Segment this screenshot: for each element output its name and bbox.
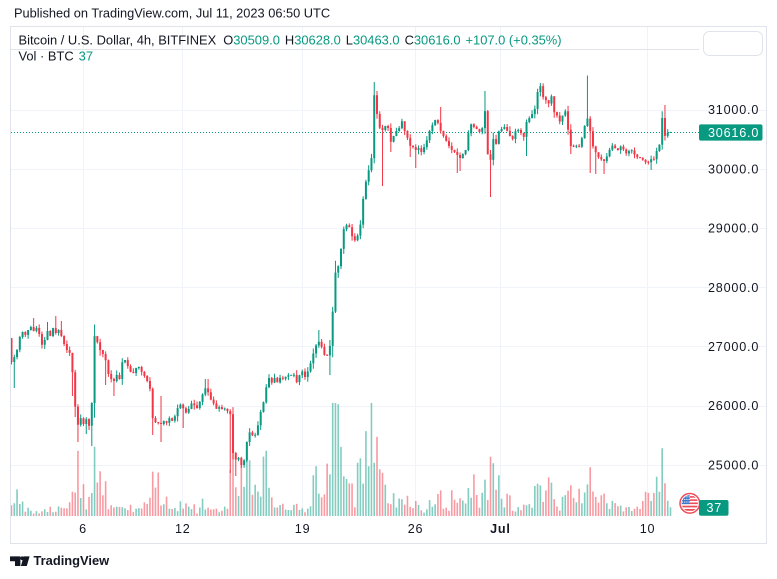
svg-text:30000.0: 30000.0 — [708, 162, 759, 176]
svg-text:26000.0: 26000.0 — [708, 399, 759, 413]
svg-text:19: 19 — [295, 522, 311, 536]
svg-text:10: 10 — [640, 522, 656, 536]
svg-text:37: 37 — [707, 501, 723, 515]
svg-text:25000.0: 25000.0 — [708, 458, 759, 472]
svg-text:Bitcoin / U.S. Dollar, 4h, BIT: Bitcoin / U.S. Dollar, 4h, BITFINEX O3050… — [19, 33, 562, 48]
svg-text:Jul: Jul — [490, 522, 511, 536]
svg-text:30616.0: 30616.0 — [708, 126, 759, 140]
svg-text:TradingView: TradingView — [34, 553, 111, 568]
svg-text:31000.0: 31000.0 — [708, 103, 759, 117]
svg-text:29000.0: 29000.0 — [708, 222, 759, 236]
svg-text:Published on TradingView.com,: Published on TradingView.com, Jul 11, 20… — [14, 6, 330, 21]
svg-text:26: 26 — [408, 522, 424, 536]
svg-text:12: 12 — [175, 522, 191, 536]
svg-text:6: 6 — [79, 522, 87, 536]
svg-text:28000.0: 28000.0 — [708, 281, 759, 295]
svg-text:27000.0: 27000.0 — [708, 340, 759, 354]
